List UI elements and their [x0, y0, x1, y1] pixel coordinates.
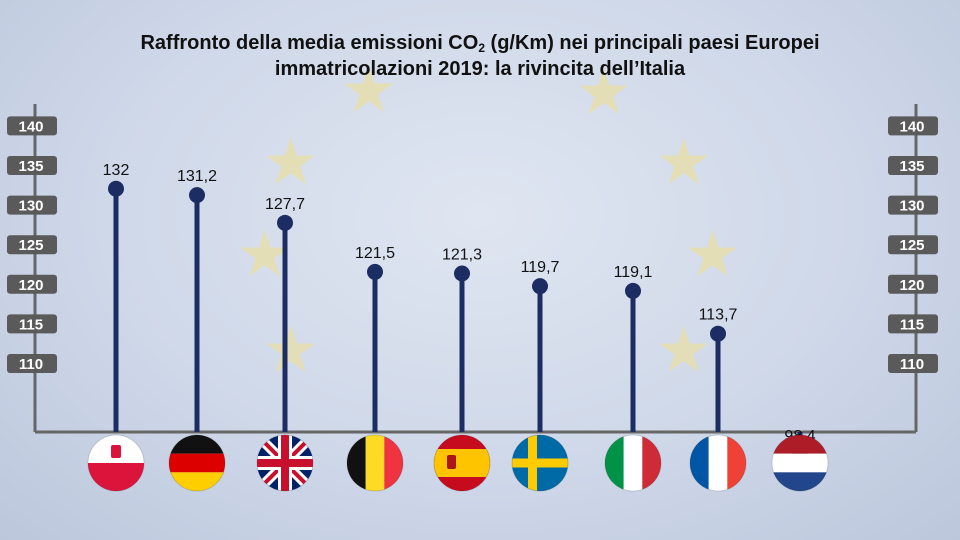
y-tick-box [7, 354, 57, 373]
chart-title: Raffronto della media emissioni CO2 (g/K… [0, 30, 960, 82]
flag-poland-icon [87, 434, 145, 492]
lollipop-dot [625, 282, 641, 299]
y-tick-right: 130 [888, 195, 938, 215]
lollipop-dot [454, 265, 470, 282]
flag-italy-icon [604, 434, 662, 492]
y-tick-left: 115 [7, 314, 57, 334]
y-tick-left: 120 [7, 274, 57, 294]
y-tick-box [888, 235, 938, 255]
value-label: 119,7 [521, 259, 560, 276]
value-label: 131,2 [177, 168, 217, 185]
y-tick-box [888, 116, 938, 136]
lollipop-dot [108, 180, 124, 197]
y-tick-label: 130 [899, 198, 924, 215]
y-tick-left: 125 [7, 235, 57, 255]
flag-uk-icon [256, 434, 314, 492]
y-tick-right: 115 [888, 314, 938, 334]
value-label: 119,1 [614, 264, 653, 281]
y-tick-box [888, 156, 938, 175]
y-tick-right: 125 [888, 235, 938, 255]
y-tick-box [7, 235, 57, 255]
flag-belgium-icon [346, 434, 404, 492]
y-tick-label: 110 [900, 356, 924, 373]
y-tick-label: 135 [899, 158, 924, 175]
lollipop-dot [277, 214, 293, 231]
star-icon: ★ [262, 314, 320, 386]
flag-sweden-icon [511, 434, 569, 492]
y-tick-right: 120 [888, 274, 938, 294]
y-tick-label: 140 [899, 118, 924, 135]
value-label: 132 [103, 162, 130, 179]
title-line1-start: Raffronto della media emissioni CO [140, 32, 479, 54]
y-tick-label: 125 [18, 237, 43, 254]
star-icon: ★ [655, 314, 713, 386]
y-tick-label: 130 [18, 198, 43, 215]
y-tick-box [7, 195, 57, 215]
star-icon: ★ [340, 54, 398, 126]
y-tick-right: 140 [888, 116, 938, 136]
title-line2: immatricolazioni 2019: la rivincita dell… [274, 58, 686, 80]
lollipop-dot [189, 187, 205, 204]
y-tick-box [888, 314, 938, 334]
star-icon: ★ [684, 218, 742, 290]
star-icon: ★ [655, 126, 713, 198]
y-tick-left: 130 [7, 195, 57, 215]
y-tick-box [7, 116, 57, 136]
y-tick-label: 120 [18, 277, 43, 294]
y-tick-label: 135 [18, 158, 43, 175]
star-icon: ★ [262, 126, 320, 198]
y-tick-box [7, 156, 57, 175]
y-tick-label: 140 [18, 118, 43, 135]
lollipop-dot [532, 278, 548, 295]
y-tick-left: 110 [7, 354, 57, 373]
y-tick-label: 125 [899, 237, 924, 254]
y-tick-box [7, 314, 57, 334]
value-label: 113,7 [699, 307, 738, 324]
flag-netherlands-icon [771, 434, 829, 492]
y-tick-box [888, 354, 938, 373]
title-line1-end: (g/Km) nei principali paesi Europei [485, 32, 820, 54]
y-tick-box [888, 274, 938, 294]
y-tick-right: 135 [888, 156, 938, 175]
y-tick-label: 115 [900, 316, 924, 333]
y-tick-box [7, 274, 57, 294]
lollipop-dot [367, 263, 383, 280]
y-tick-label: 110 [19, 356, 43, 373]
y-tick-label: 115 [19, 316, 43, 333]
y-tick-box [888, 195, 938, 215]
value-label: 121,3 [442, 247, 482, 264]
star-icon: ★ [575, 56, 633, 128]
lollipop-dot [710, 325, 726, 342]
flag-germany-icon [168, 434, 226, 492]
title-subscript: 2 [478, 41, 485, 55]
flag-spain-icon [433, 434, 491, 492]
value-label: 121,5 [355, 245, 395, 262]
y-tick-left: 140 [7, 116, 57, 136]
value-label: 127,7 [265, 196, 305, 213]
y-tick-left: 135 [7, 156, 57, 175]
flag-france-icon [689, 434, 747, 492]
y-tick-label: 120 [899, 277, 924, 294]
y-tick-right: 110 [888, 354, 938, 373]
